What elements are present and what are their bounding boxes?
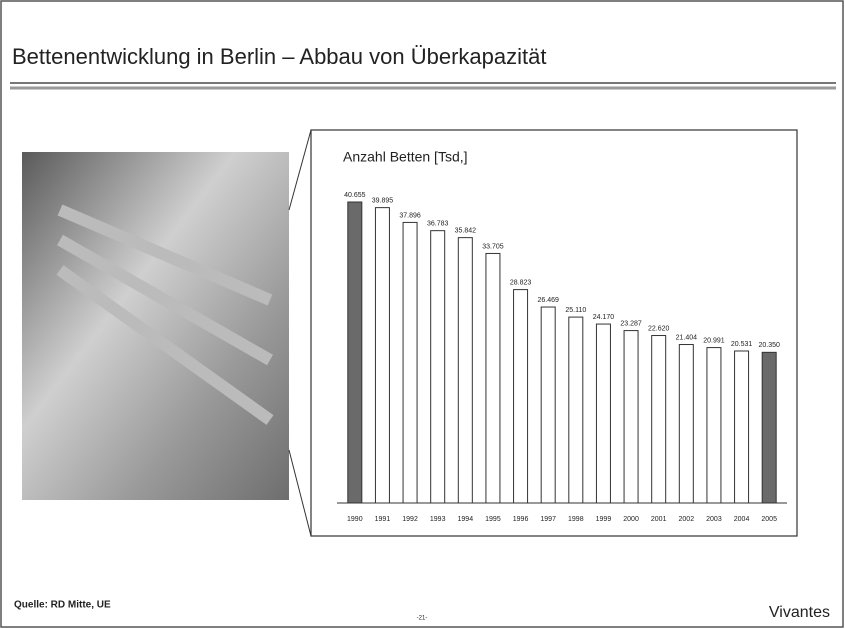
bar — [651, 335, 667, 504]
x-tick-label: 1992 — [402, 516, 418, 523]
x-tick-label: 2002 — [679, 516, 695, 523]
bar — [678, 344, 694, 504]
value-label: 20.531 — [731, 341, 753, 348]
x-tick-label: 2004 — [734, 516, 750, 523]
bar — [706, 347, 722, 504]
x-tick-label: 2000 — [623, 516, 639, 523]
value-label: 24.170 — [593, 314, 615, 321]
value-label: 40.655 — [344, 192, 366, 199]
x-tick-label: 1994 — [458, 516, 474, 523]
x-tick-label: 1991 — [375, 516, 391, 523]
bar — [734, 350, 750, 504]
x-tick-label: 2001 — [651, 516, 667, 523]
x-tick-label: 1998 — [568, 516, 584, 523]
x-tick-label: 2003 — [706, 516, 722, 523]
bar — [374, 207, 390, 504]
bar — [402, 221, 418, 504]
x-tick-label: 1995 — [485, 516, 501, 523]
value-label: 26.469 — [537, 297, 559, 304]
value-label: 35.842 — [455, 227, 477, 234]
value-label: 21.404 — [676, 334, 698, 341]
value-label: 20.991 — [703, 337, 725, 344]
value-label: 25.110 — [565, 307, 586, 314]
value-label: 23.287 — [620, 320, 642, 327]
bar — [761, 351, 777, 504]
x-tick-label: 1996 — [513, 516, 529, 523]
value-label: 33.705 — [482, 243, 504, 250]
bar — [485, 252, 501, 504]
bar — [568, 316, 584, 504]
photo — [22, 152, 289, 500]
bar — [430, 230, 446, 504]
page-number: -21- — [417, 616, 428, 622]
value-label: 37.896 — [399, 212, 421, 219]
value-label: 20.350 — [758, 342, 780, 349]
value-label: 39.895 — [372, 197, 394, 204]
chart-title: Anzahl Betten [Tsd,] — [343, 149, 468, 165]
x-tick-label: 1990 — [347, 516, 363, 523]
bar — [457, 237, 473, 504]
value-label: 22.620 — [648, 325, 670, 332]
bar — [513, 289, 529, 504]
value-label: 28.823 — [510, 279, 532, 286]
x-tick-label: 1997 — [540, 516, 556, 523]
value-label: 36.783 — [427, 221, 449, 228]
x-tick-label: 1993 — [430, 516, 446, 523]
photo-beds — [56, 204, 274, 425]
bar — [595, 323, 611, 504]
connector — [288, 449, 312, 537]
slide-title: Bettenentwicklung in Berlin – Abbau von … — [12, 44, 546, 69]
x-tick-label: 1999 — [596, 516, 612, 523]
x-tick-label: 2005 — [761, 516, 777, 523]
bar — [347, 201, 363, 504]
bar — [540, 306, 556, 504]
source: Quelle: RD Mitte, UE — [14, 600, 111, 611]
logo: Vivantes — [769, 604, 830, 621]
bar — [623, 330, 639, 504]
connector — [288, 129, 312, 211]
